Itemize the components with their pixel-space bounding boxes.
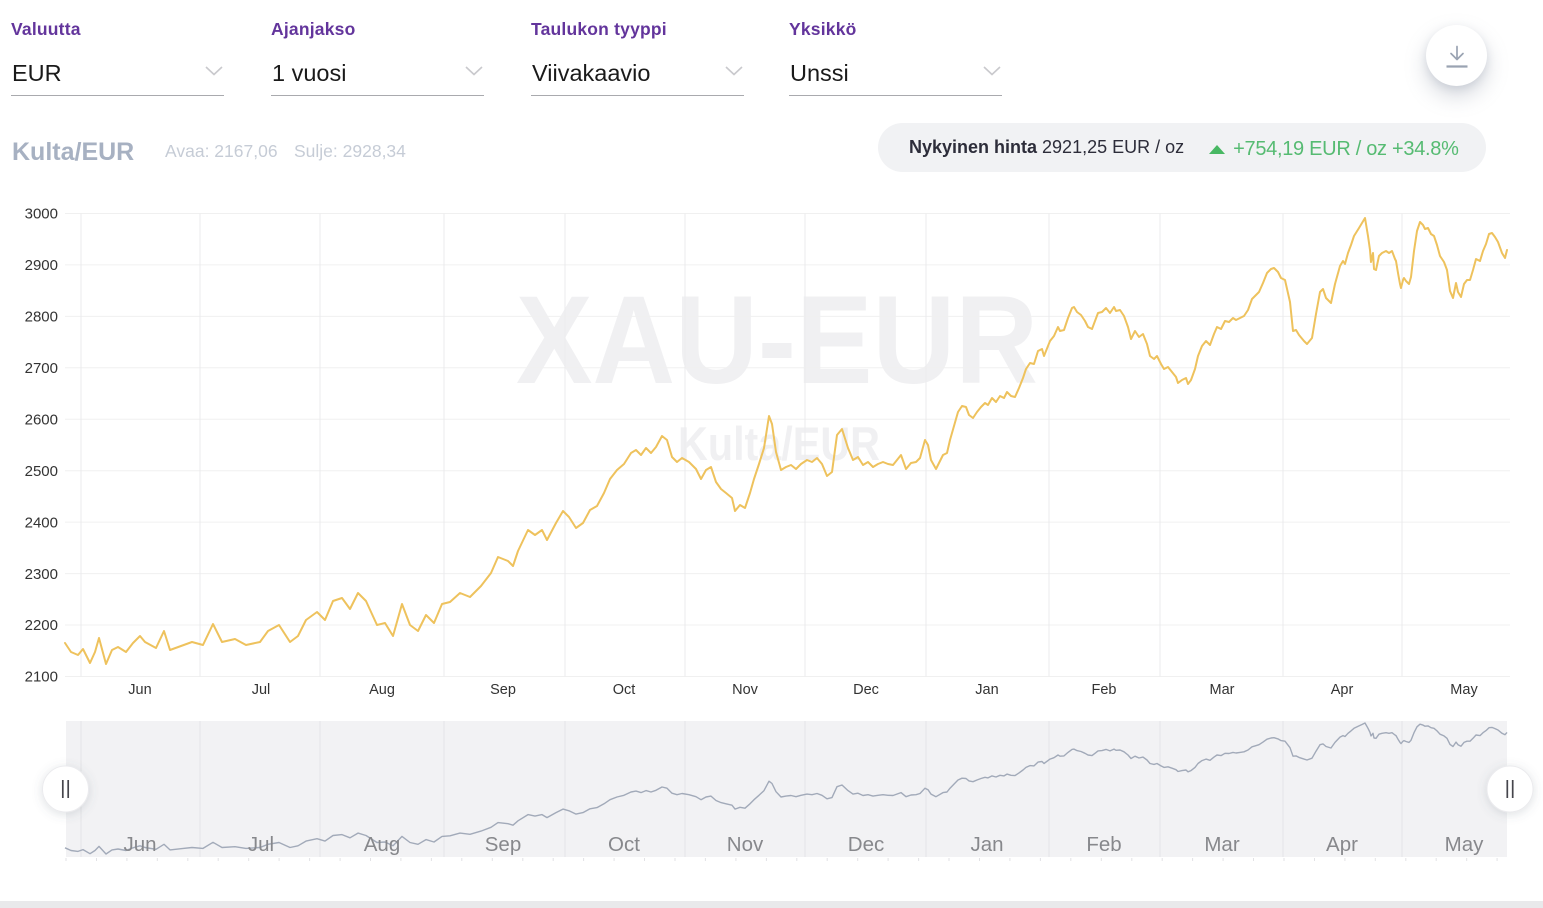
svg-text:Feb: Feb [1086,833,1121,856]
svg-text:Jan: Jan [970,833,1003,856]
svg-text:Mar: Mar [1204,833,1239,856]
svg-text:Nov: Nov [732,682,759,698]
svg-text:Apr: Apr [1331,682,1354,698]
svg-text:2100: 2100 [25,669,58,686]
svg-text:Dec: Dec [853,682,879,698]
svg-text:Jun: Jun [123,833,156,856]
svg-text:Jul: Jul [248,833,274,856]
svg-text:2700: 2700 [25,360,58,377]
svg-text:2300: 2300 [25,566,58,583]
svg-text:Aug: Aug [364,833,400,856]
svg-text:2900: 2900 [25,257,58,274]
svg-text:Aug: Aug [369,682,395,698]
svg-text:Oct: Oct [608,833,640,856]
svg-text:2500: 2500 [25,463,58,480]
svg-text:May: May [1445,833,1484,856]
svg-text:Feb: Feb [1092,682,1117,698]
svg-text:Apr: Apr [1326,833,1358,856]
svg-text:Nov: Nov [727,833,764,856]
svg-text:2400: 2400 [25,514,58,531]
svg-text:2600: 2600 [25,412,58,429]
svg-text:May: May [1450,682,1478,698]
svg-text:Oct: Oct [613,682,636,698]
svg-text:Jul: Jul [252,682,271,698]
svg-text:2800: 2800 [25,309,58,326]
svg-text:Mar: Mar [1210,682,1235,698]
svg-text:2200: 2200 [25,617,58,634]
svg-text:Dec: Dec [848,833,884,856]
svg-text:XAU-EUR: XAU-EUR [516,271,1038,410]
svg-text:Sep: Sep [490,682,516,698]
svg-text:Jun: Jun [128,682,151,698]
svg-text:3000: 3000 [25,206,58,223]
svg-text:Sep: Sep [485,833,521,856]
svg-text:Jan: Jan [975,682,998,698]
